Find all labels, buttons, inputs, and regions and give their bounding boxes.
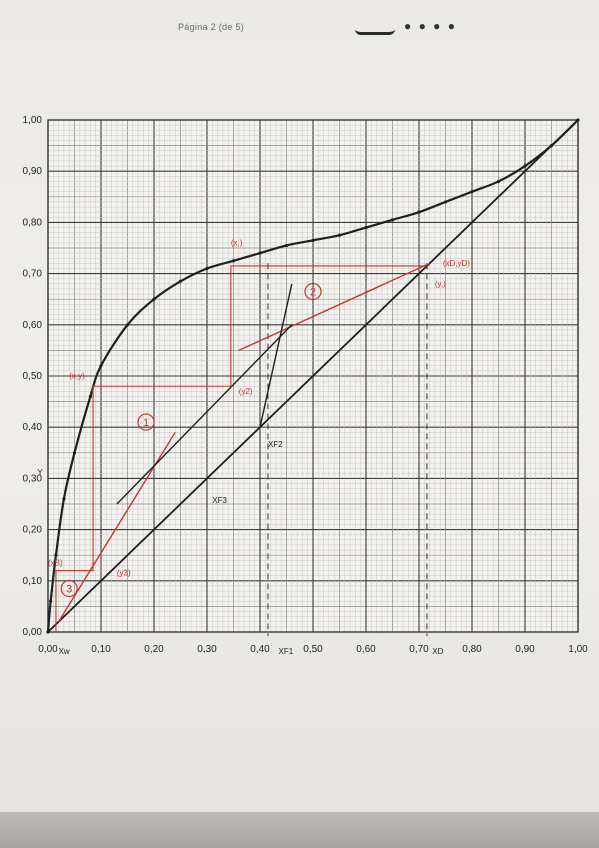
x-tick-label: 0,90 [515,644,535,655]
y-tick-label: 0,80 [23,217,43,228]
header-logo-mark [355,14,395,35]
feed-annotation: XF1 [279,647,294,656]
x-tick-label: 0,40 [250,644,270,655]
x-tick-label: 0,60 [356,644,376,655]
equilibrium-point [470,190,474,194]
feed-annotation: XD [432,647,443,656]
feed-annotation: Y [37,468,43,477]
equilibrium-point [205,266,209,271]
equilibrium-point [364,225,368,230]
stage-number: 1 [143,417,149,429]
equilibrium-point [417,210,421,214]
y-tick-label: 0,20 [23,525,43,536]
point-annotation: (y,) [435,279,446,288]
point-annotation: (y2) [239,387,253,396]
equilibrium-point [62,497,66,501]
plot-frame [47,119,579,633]
feed-annotation: XF2 [268,440,283,449]
y-tick-label: 1,00 [23,115,43,126]
header-text: Página 2 (de 5) [178,22,245,32]
equilibrium-point [54,553,58,557]
equilibrium-point [99,364,103,368]
q-line [259,283,293,428]
equilibrium-point [49,599,53,603]
point-annotation: (x,y) [69,372,85,381]
y-tick-label: 0,60 [23,320,43,331]
equilibrium-point [88,394,92,399]
equilibrium-point [496,179,501,184]
stage-number: 2 [310,287,316,299]
equilibrium-point [72,451,77,455]
construction-line [116,324,293,505]
y-tick-label: 0,40 [23,422,43,433]
feed-annotation: Xw [59,647,70,656]
stage-circle [60,579,78,598]
x-tick-label: 0,00 [38,644,58,655]
equilibrium-point [258,251,262,255]
equilibrium-point [125,323,130,327]
header-dots: ● ● ● ● [404,19,457,33]
x-tick-label: 0,30 [197,644,217,655]
equilibrium-point [284,243,289,248]
y-tick-label: 0,10 [23,576,43,587]
operating-line-upper [238,262,430,352]
equilibrium-point [337,233,342,237]
equilibrium-point [231,259,236,263]
x-tick-label: 0,20 [144,644,164,655]
diagonal-y-x [47,119,579,633]
x-tick-label: 0,10 [91,644,111,655]
y-tick-label: 0,90 [23,166,43,177]
y-tick-label: 0,30 [23,473,43,484]
point-annotation: (xD,yD) [443,259,470,268]
equilibrium-point [443,200,448,204]
point-annotation: (y3) [117,569,131,578]
point-annotation: (x,) [231,238,243,247]
y-tick-label: 0,50 [23,371,43,382]
x-tick-label: 1,00 [568,644,588,655]
stage-circle [304,282,322,301]
y-tick-label: 0,70 [23,269,43,280]
stage-steps [55,265,427,632]
feed-annotation: XF3 [212,496,227,505]
equilibrium-point [390,218,395,222]
equilibrium-point [311,238,315,242]
stage-number: 3 [66,583,72,595]
equilibrium-point [523,164,527,168]
point-annotation: (xB) [48,558,63,567]
stage-circle [137,413,155,431]
table-surface [0,812,599,848]
x-tick-label: 0,50 [303,644,323,655]
x-tick-label: 0,80 [462,644,482,655]
y-tick-label: 0,00 [23,627,43,638]
equilibrium-point [152,297,156,301]
equilibrium-point [178,279,183,283]
x-tick-label: 0,70 [409,644,429,655]
